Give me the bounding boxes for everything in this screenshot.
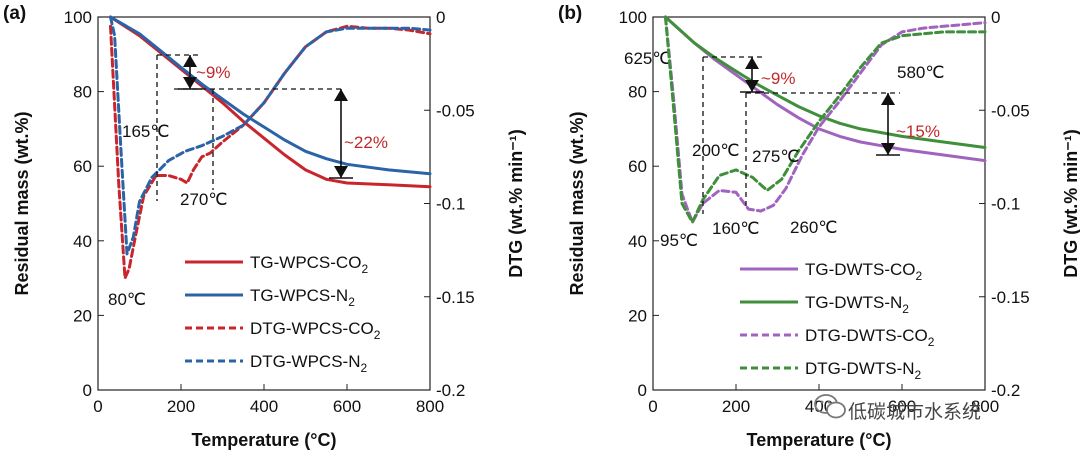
x-tick-label: 800: [971, 397, 999, 416]
temperature-label: 270℃: [180, 190, 227, 209]
panel-b: 0 200 400 600 800 0 20 40 60 80 100 0 -0.05 -0.1 -0.15…: [558, 3, 1080, 450]
temperature-label: 80℃: [108, 290, 146, 309]
y-axis-label: Residual mass (wt.%): [12, 111, 32, 295]
mass-loss-label: ~9%: [196, 63, 231, 82]
temperature-label: 275℃: [752, 147, 799, 166]
series-line-2: [664, 15, 987, 224]
legend-label-1: TG-WPCS-N2: [250, 286, 355, 309]
x-tick-label: 200: [722, 397, 750, 416]
y2-tick-label: 0: [991, 8, 1000, 27]
y2-tick-label: -0.15: [436, 288, 475, 307]
legend-label-1: TG-DWTS-N2: [805, 293, 909, 316]
series-line-0: [664, 15, 987, 163]
y2-tick-label: -0.1: [991, 195, 1020, 214]
arrow-head-down: [334, 166, 348, 178]
y-tick-label: 40: [73, 232, 92, 251]
series-line-1: [664, 15, 987, 149]
panel-label: (a): [3, 3, 26, 24]
arrow-head-down: [745, 80, 759, 92]
arrow-head-up: [334, 89, 348, 101]
y-tick-label: 20: [628, 306, 647, 325]
x-tick-label: 800: [416, 397, 444, 416]
y-tick-label: 0: [83, 381, 92, 400]
temperature-label: 260℃: [790, 218, 837, 237]
series-line-3: [664, 15, 987, 224]
x-tick-label: 0: [93, 397, 102, 416]
legend-label-3: DTG-DWTS-N2: [805, 359, 922, 382]
y2-tick-label: -0.1: [436, 195, 465, 214]
watermark: 低碳城市水系统: [814, 394, 981, 423]
y2-tick-label: -0.15: [991, 288, 1030, 307]
arrow-head-down: [183, 77, 197, 89]
temperature-label: 200℃: [692, 141, 739, 160]
temperature-label: 625℃: [624, 49, 671, 68]
x-axis-label: Temperature (°C): [747, 430, 892, 450]
legend-label-0: TG-DWTS-CO2: [805, 260, 922, 283]
wechat-icon: [814, 394, 846, 419]
legend-label-0: TG-WPCS-CO2: [250, 253, 368, 276]
y2-tick-label: -0.2: [436, 381, 465, 400]
x-axis-label: Temperature (°C): [192, 430, 337, 450]
legend-label-2: DTG-DWTS-CO2: [805, 326, 935, 349]
y-tick-label: 20: [73, 306, 92, 325]
arrow-head-up: [183, 55, 197, 67]
y-axis-label: Residual mass (wt.%): [567, 111, 587, 295]
arrow-head-up: [881, 93, 895, 105]
y2-tick-label: -0.2: [991, 381, 1020, 400]
temperature-label: 165℃: [122, 122, 169, 141]
y2-tick-label: -0.05: [991, 101, 1030, 120]
arrow-head-up: [745, 57, 759, 69]
y-tick-label: 80: [628, 83, 647, 102]
mass-loss-label: ~9%: [761, 69, 796, 88]
temperature-label: 160℃: [712, 219, 759, 238]
y2-tick-label: 0: [436, 8, 445, 27]
series-line-3: [109, 15, 432, 256]
series-line-2: [109, 24, 432, 280]
mass-loss-label: ~22%: [344, 133, 388, 152]
temperature-label: 580℃: [897, 63, 944, 82]
x-tick-label: 400: [250, 397, 278, 416]
y2-tick-label: -0.05: [436, 101, 475, 120]
x-tick-label: 0: [648, 397, 657, 416]
y-tick-label: 80: [73, 83, 92, 102]
y2-axis-label: DTG (wt.% min⁻¹): [1061, 129, 1080, 277]
mass-loss-label: ~15%: [896, 122, 940, 141]
x-tick-label: 400: [805, 397, 833, 416]
y-tick-label: 100: [64, 8, 92, 27]
y-tick-label: 40: [628, 232, 647, 251]
y-tick-label: 60: [628, 157, 647, 176]
legend-label-2: DTG-WPCS-CO2: [250, 319, 381, 342]
x-tick-label: 600: [333, 397, 361, 416]
series-line-1: [109, 15, 432, 176]
legend-label-3: DTG-WPCS-N2: [250, 352, 367, 375]
y-tick-label: 60: [73, 157, 92, 176]
series-line-0: [109, 15, 432, 189]
x-tick-label: 600: [888, 397, 916, 416]
y-tick-label: 0: [638, 381, 647, 400]
y2-axis-label: DTG (wt.% min⁻¹): [506, 129, 526, 277]
x-tick-label: 200: [167, 397, 195, 416]
panel-label: (b): [558, 3, 582, 24]
watermark-text: 低碳城市水系统: [848, 401, 981, 423]
temperature-label: 95℃: [660, 231, 698, 250]
arrow-head-down: [881, 143, 895, 155]
y-tick-label: 100: [619, 8, 647, 27]
